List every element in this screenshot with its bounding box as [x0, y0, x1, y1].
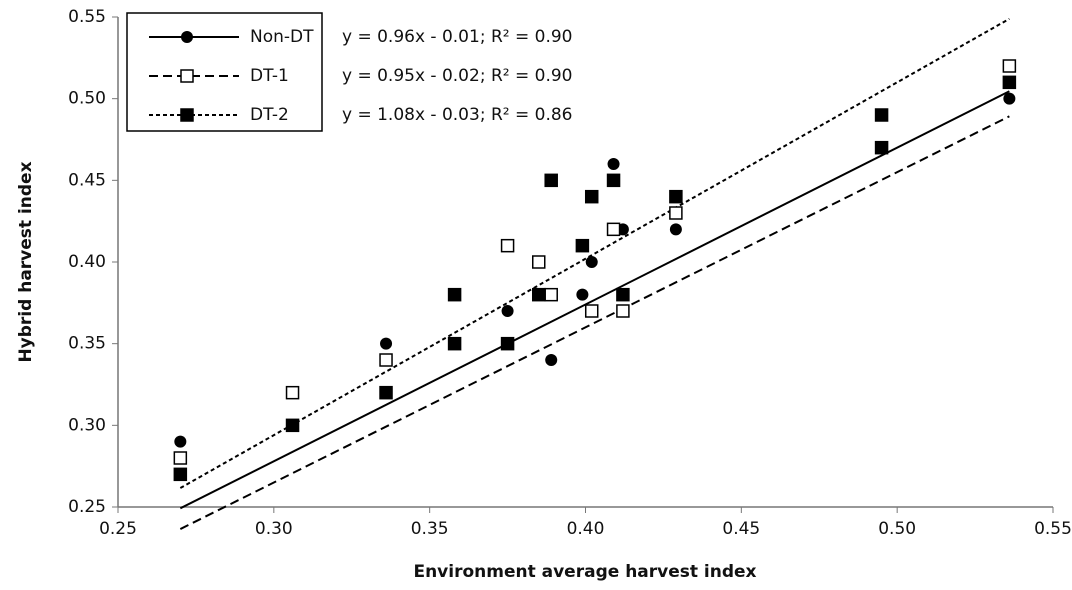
point [585, 256, 598, 268]
legend-label: DT-1 [250, 66, 289, 86]
y-tick-label: 0.45 [68, 170, 106, 190]
legend-marker [180, 108, 194, 122]
point [669, 189, 683, 204]
point [607, 158, 620, 170]
point [379, 353, 393, 367]
point [584, 304, 599, 318]
x-tick-label: 0.25 [99, 519, 137, 539]
point [669, 206, 683, 220]
y-axis-title: Hybrid harvest index [16, 161, 36, 362]
x-tick-label: 0.55 [1034, 519, 1072, 539]
x-tick-label: 0.40 [567, 519, 605, 539]
point [447, 336, 462, 351]
point [285, 385, 300, 400]
point [173, 451, 188, 465]
legend-label: Non-DT [250, 27, 314, 47]
point [606, 222, 621, 237]
y-tick-label: 0.55 [68, 7, 106, 27]
point [874, 140, 889, 155]
point [173, 467, 188, 482]
fit-equation: y = 0.95x - 0.02; R² = 0.90 [342, 66, 572, 86]
point [532, 287, 546, 302]
point [669, 223, 682, 236]
point [544, 173, 558, 188]
y-tick-label: 0.25 [68, 497, 106, 517]
point [545, 354, 558, 366]
point [500, 238, 515, 253]
point [616, 304, 630, 318]
x-tick-label: 0.30 [255, 519, 293, 539]
point [576, 288, 589, 301]
y-tick-label: 0.40 [68, 252, 106, 272]
x-tick-label: 0.45 [722, 519, 760, 539]
legend-box [126, 12, 323, 132]
point [1002, 59, 1017, 73]
x-tick-label: 0.35 [411, 519, 449, 539]
x-tick-label: 0.50 [878, 519, 916, 539]
point [501, 305, 514, 317]
point [1002, 75, 1017, 90]
point [616, 287, 630, 302]
point [544, 287, 558, 302]
point [874, 108, 889, 122]
point [380, 337, 393, 350]
y-tick-label: 0.30 [68, 415, 106, 435]
fit-equation: y = 1.08x - 0.03; R² = 0.86 [342, 105, 572, 125]
trend-line [179, 17, 1010, 489]
point [1003, 92, 1016, 105]
y-tick-label: 0.50 [68, 89, 106, 109]
legend-marker [181, 31, 193, 43]
point [532, 255, 546, 269]
trend-line [179, 90, 1010, 510]
trend-line [179, 115, 1010, 530]
point [379, 385, 393, 400]
x-axis-title: Environment average harvest index [413, 562, 756, 582]
legend-marker [180, 69, 194, 83]
point [584, 189, 599, 204]
point [606, 173, 621, 188]
legend-label: DT-2 [250, 105, 289, 125]
fit-equation: y = 0.96x - 0.01; R² = 0.90 [342, 27, 572, 47]
point [285, 418, 300, 433]
point [174, 435, 187, 448]
point [447, 287, 462, 302]
point [575, 238, 590, 253]
y-tick-label: 0.35 [68, 334, 106, 354]
point [500, 336, 515, 351]
